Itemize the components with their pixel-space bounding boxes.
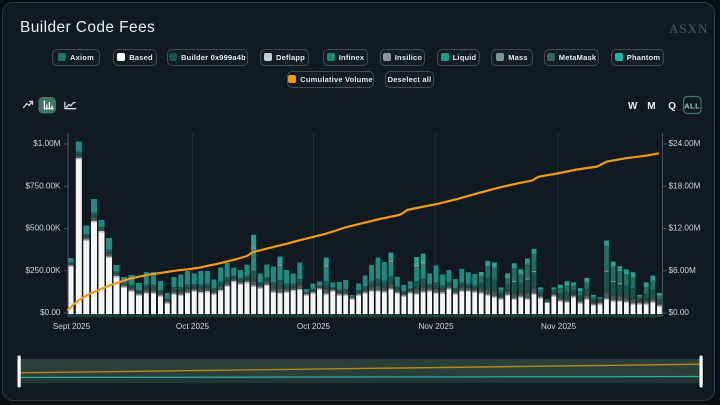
svg-text:$18.00M: $18.00M [669, 182, 701, 191]
svg-text:$24.00M: $24.00M [669, 139, 701, 148]
svg-text:$1.00M: $1.00M [33, 139, 60, 148]
svg-text:$0.00: $0.00 [669, 308, 690, 317]
svg-text:$500.00K: $500.00K [25, 224, 61, 233]
svg-text:Nov 2025: Nov 2025 [541, 322, 576, 331]
svg-text:$12.00M: $12.00M [669, 224, 701, 233]
svg-text:$250.00K: $250.00K [25, 266, 61, 275]
svg-text:Oct 2025: Oct 2025 [176, 322, 210, 331]
svg-text:Oct 2025: Oct 2025 [297, 322, 331, 331]
svg-text:M: M [647, 101, 655, 112]
svg-text:$6.00M: $6.00M [669, 266, 696, 275]
svg-text:Sept 2025: Sept 2025 [53, 322, 91, 331]
svg-text:$750.00K: $750.00K [25, 182, 61, 191]
svg-text:W: W [628, 101, 638, 112]
svg-text:Q: Q [668, 101, 676, 112]
svg-text:$0.00: $0.00 [40, 308, 61, 317]
svg-text:ALL: ALL [684, 102, 700, 111]
svg-text:Nov 2025: Nov 2025 [418, 322, 453, 331]
